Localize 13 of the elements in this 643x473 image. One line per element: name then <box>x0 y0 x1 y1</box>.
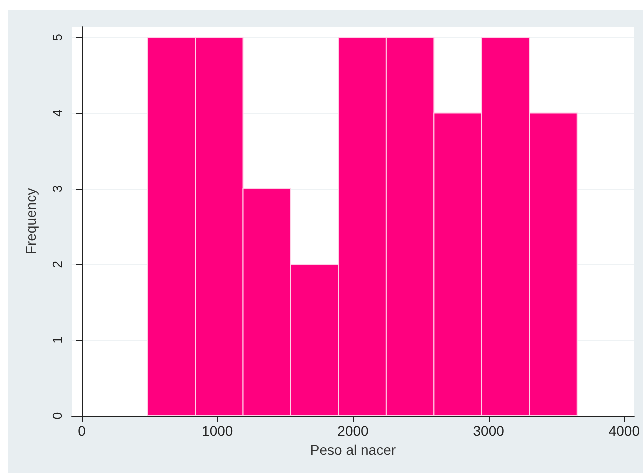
y-tick-label: 0 <box>50 412 65 420</box>
y-tick-label: 4 <box>50 110 65 117</box>
y-tick-label: 3 <box>50 185 65 193</box>
x-tick-label: 0 <box>78 423 86 439</box>
y-axis-title: Frequency <box>23 188 39 255</box>
x-tick-label: 3000 <box>473 423 505 439</box>
x-axis-title: Peso al nacer <box>310 442 396 458</box>
y-tick-label: 2 <box>50 261 65 268</box>
x-tick-label: 2000 <box>338 423 370 439</box>
y-tick-label: 1 <box>50 336 65 344</box>
y-tick-label: 5 <box>50 34 65 42</box>
x-tick-label: 1000 <box>202 423 234 439</box>
x-tick-label: 4000 <box>608 423 640 439</box>
